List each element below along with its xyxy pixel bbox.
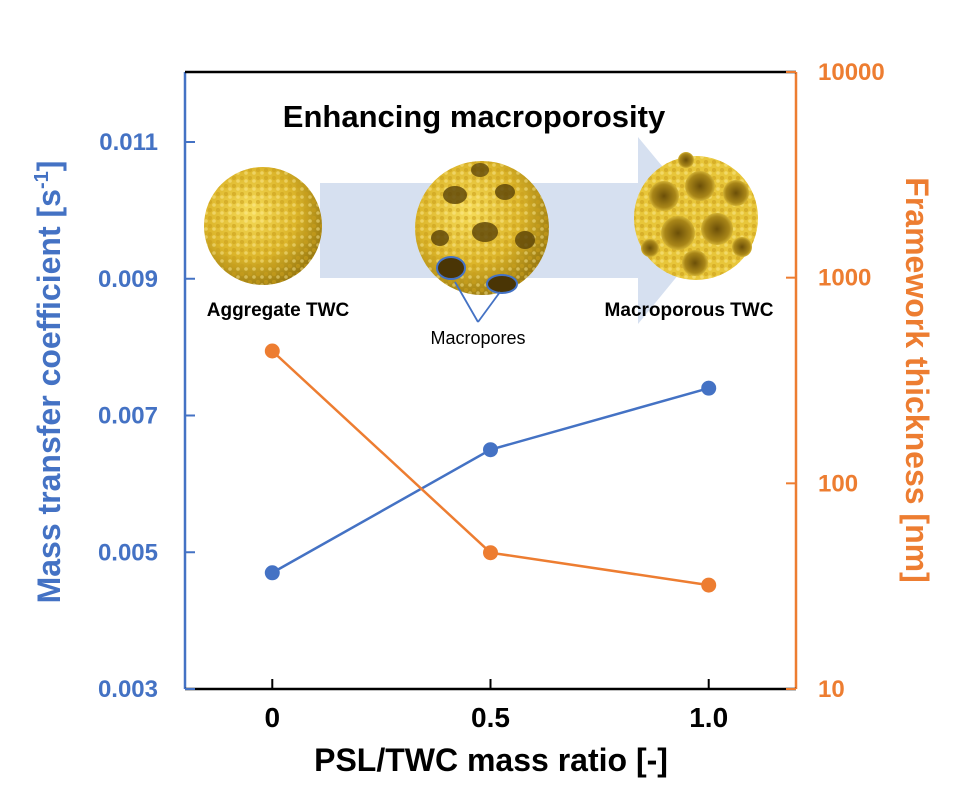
- data-point-mass-transfer: [264, 565, 280, 581]
- macropore-pointer-right: [477, 291, 501, 323]
- left-ticks: 0.011 0.009 0.007 0.005 0.003: [98, 129, 195, 703]
- right-axis-label: Framework thickness [nm]: [899, 177, 935, 582]
- left-tick-label: 0.003: [98, 676, 158, 703]
- x-ticks: 0 0.5 1.0: [264, 679, 728, 733]
- left-tick-label: 0.005: [98, 539, 158, 566]
- x-tick-label: 0.5: [471, 702, 510, 733]
- series-line-mass-transfer: [271, 386, 710, 574]
- macropore-pointer-left: [454, 281, 479, 323]
- left-tick-label: 0.007: [98, 403, 158, 430]
- data-point-framework-thickness: [264, 343, 280, 359]
- macroporous-label: Macroporous TWC: [605, 300, 774, 321]
- right-tick-label: 10: [818, 676, 845, 703]
- right-ticks: 10000 1000 100 10: [786, 59, 885, 703]
- x-tick-label: 1.0: [689, 702, 728, 733]
- left-axis-label: Mass transfer coefficient [s-1]: [31, 161, 67, 604]
- series-layer: [264, 343, 717, 593]
- aggregate-particle-image: [204, 167, 322, 285]
- right-tick-label: 100: [818, 470, 858, 497]
- data-point-mass-transfer: [483, 442, 498, 458]
- right-tick-label: 1000: [818, 265, 871, 292]
- macropores-label: Macropores: [430, 328, 525, 348]
- data-point-mass-transfer: [701, 380, 717, 396]
- macroporous-particle-image: [634, 152, 758, 280]
- x-axis-label: PSL/TWC mass ratio [-]: [314, 742, 668, 778]
- aggregate-label: Aggregate TWC: [207, 300, 350, 321]
- x-tick-label: 0: [264, 702, 280, 733]
- left-tick-label: 0.009: [98, 266, 158, 293]
- intermediate-particle-image: [415, 161, 549, 295]
- left-tick-label: 0.011: [99, 129, 158, 156]
- data-point-framework-thickness: [483, 545, 498, 561]
- data-point-framework-thickness: [701, 577, 717, 593]
- chart-title: Enhancing macroporosity: [283, 99, 666, 134]
- right-tick-label: 10000: [818, 59, 885, 86]
